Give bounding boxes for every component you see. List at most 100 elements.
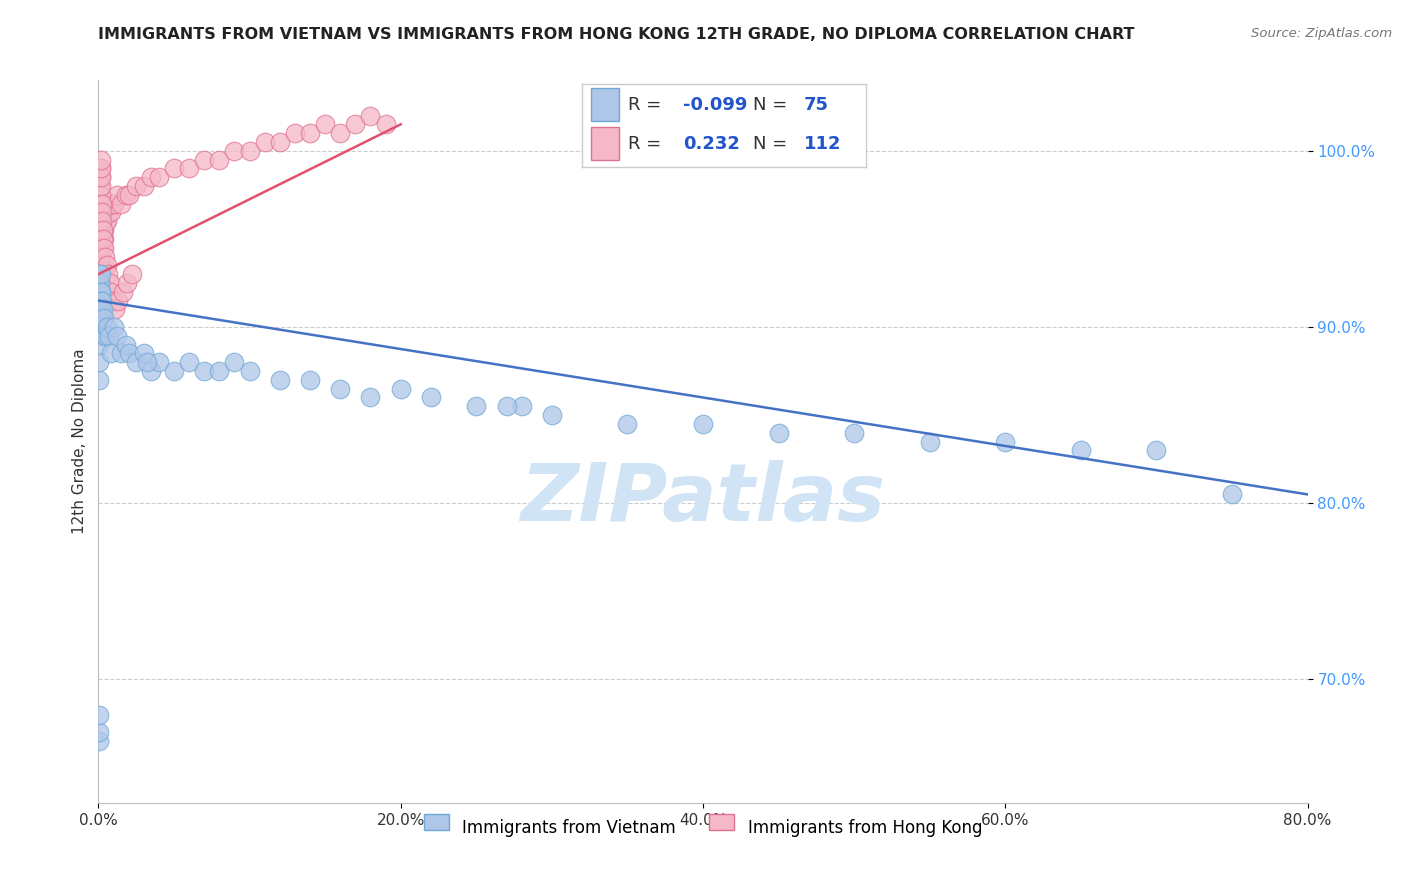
Point xyxy=(90,267,112,281)
Point xyxy=(91,232,114,246)
Point xyxy=(90,293,112,308)
Point xyxy=(224,355,246,369)
Point xyxy=(90,311,112,326)
Point xyxy=(90,285,112,299)
Point xyxy=(374,117,396,131)
Point xyxy=(89,223,111,237)
Point xyxy=(89,276,111,290)
Point xyxy=(91,223,114,237)
Point xyxy=(540,408,562,422)
Point xyxy=(125,355,148,369)
Point xyxy=(89,302,111,317)
Point xyxy=(163,161,186,176)
Point xyxy=(96,258,118,272)
Point xyxy=(193,364,215,378)
Point xyxy=(90,170,112,185)
Point xyxy=(89,293,111,308)
Point xyxy=(89,302,111,317)
Point xyxy=(103,196,125,211)
Point xyxy=(87,302,110,317)
Text: IMMIGRANTS FROM VIETNAM VS IMMIGRANTS FROM HONG KONG 12TH GRADE, NO DIPLOMA CORR: IMMIGRANTS FROM VIETNAM VS IMMIGRANTS FR… xyxy=(98,27,1135,42)
Point xyxy=(89,276,111,290)
Point xyxy=(89,276,111,290)
Point xyxy=(90,258,112,272)
Point xyxy=(118,346,141,360)
Point xyxy=(344,117,367,131)
Point xyxy=(918,434,941,449)
Point xyxy=(89,258,111,272)
Point xyxy=(89,311,111,326)
Point xyxy=(89,214,111,228)
Point xyxy=(89,267,111,281)
Point xyxy=(90,205,112,219)
Point xyxy=(89,267,111,281)
Legend: Immigrants from Vietnam, Immigrants from Hong Kong: Immigrants from Vietnam, Immigrants from… xyxy=(416,810,990,845)
Point xyxy=(91,223,114,237)
Point xyxy=(132,346,155,360)
Point xyxy=(89,302,111,317)
Point xyxy=(1146,443,1168,458)
Point xyxy=(98,328,121,343)
Y-axis label: 12th Grade, No Diploma: 12th Grade, No Diploma xyxy=(72,349,87,534)
Point xyxy=(89,276,111,290)
Point xyxy=(89,214,111,228)
Point xyxy=(101,293,124,308)
Point xyxy=(314,117,336,131)
Point xyxy=(87,285,110,299)
Point xyxy=(87,267,110,281)
Point xyxy=(89,311,111,326)
Point xyxy=(148,355,170,369)
Point xyxy=(495,399,517,413)
Point xyxy=(132,179,155,194)
Point xyxy=(89,285,111,299)
Point xyxy=(91,214,114,228)
Point xyxy=(98,205,121,219)
Point xyxy=(115,276,138,290)
Point xyxy=(389,382,412,396)
Point xyxy=(692,417,714,431)
Point xyxy=(1220,487,1243,501)
Point xyxy=(89,250,111,264)
Point xyxy=(89,320,111,334)
Point xyxy=(89,355,111,369)
Point xyxy=(89,258,111,272)
Point xyxy=(89,285,111,299)
Point xyxy=(89,293,111,308)
Point xyxy=(239,144,262,158)
Point xyxy=(105,187,128,202)
Point xyxy=(420,391,443,405)
Point xyxy=(141,364,163,378)
Point xyxy=(89,276,111,290)
Point xyxy=(89,302,111,317)
Point xyxy=(135,355,157,369)
Point xyxy=(89,214,111,228)
Point xyxy=(114,187,136,202)
Point xyxy=(103,320,125,334)
Point xyxy=(107,293,129,308)
Point xyxy=(141,170,163,185)
Point xyxy=(208,153,231,167)
Point xyxy=(89,707,111,722)
Point xyxy=(90,320,112,334)
Point xyxy=(89,267,111,281)
Point xyxy=(98,276,121,290)
Point xyxy=(91,293,114,308)
Point xyxy=(90,161,112,176)
Point xyxy=(91,196,114,211)
Point xyxy=(360,391,382,405)
Point xyxy=(329,382,352,396)
Point xyxy=(93,311,115,326)
Point xyxy=(208,364,231,378)
Point xyxy=(89,293,111,308)
Point xyxy=(90,285,112,299)
Point xyxy=(89,250,111,264)
Point xyxy=(89,293,111,308)
Point xyxy=(94,328,117,343)
Point xyxy=(89,293,111,308)
Point xyxy=(90,187,112,202)
Point xyxy=(90,302,112,317)
Point xyxy=(97,267,120,281)
Point xyxy=(89,232,111,246)
Point xyxy=(89,285,111,299)
Point xyxy=(89,196,111,211)
